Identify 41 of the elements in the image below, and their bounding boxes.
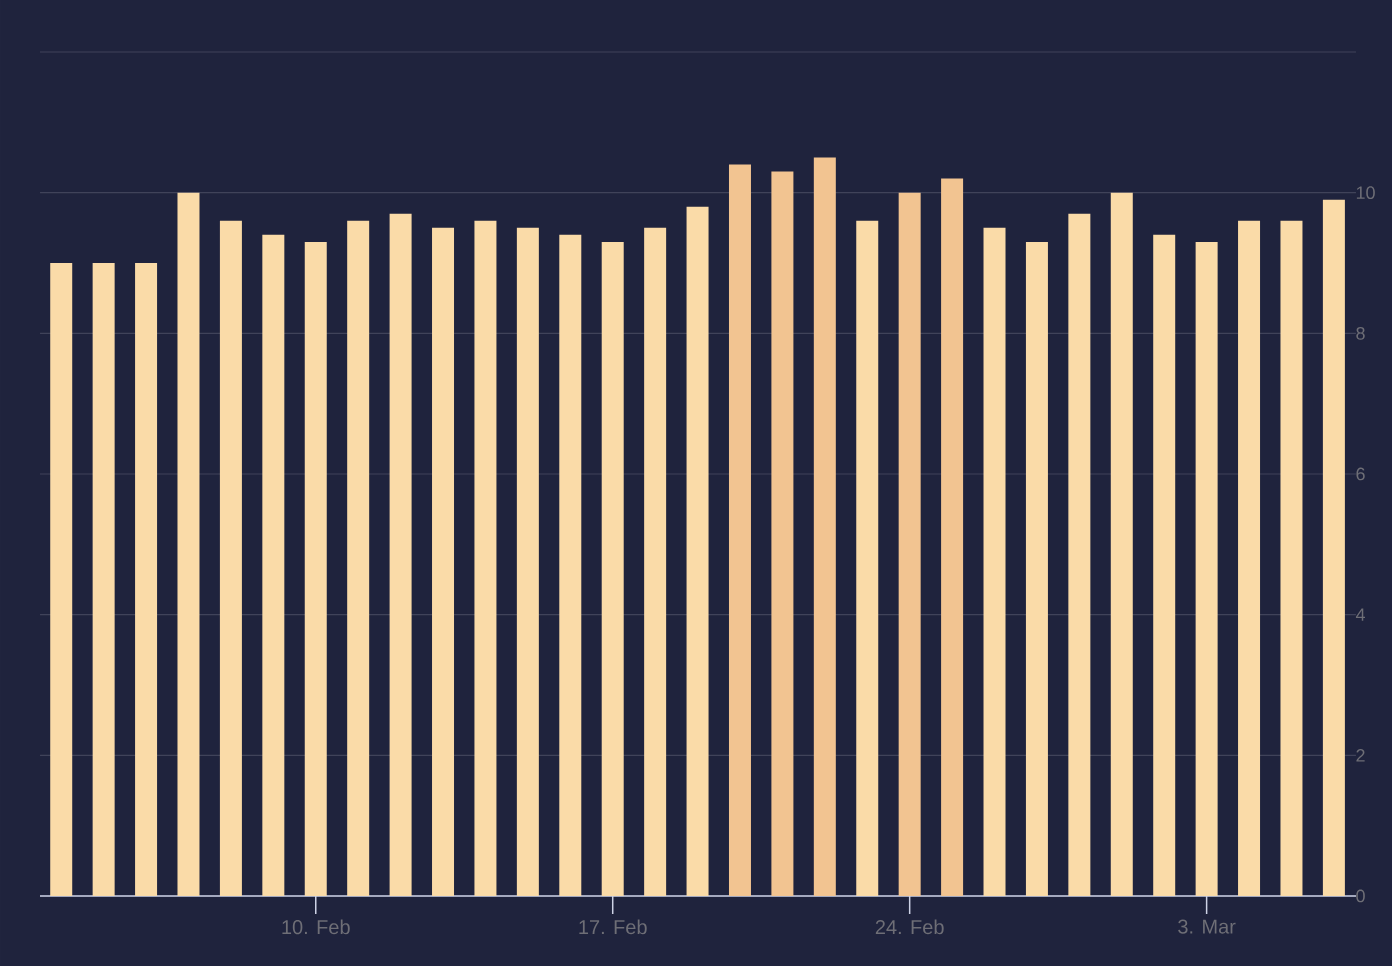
y-tick-label: 0 bbox=[1356, 889, 1365, 903]
bar bbox=[219, 220, 242, 896]
bar bbox=[601, 241, 624, 896]
bar bbox=[728, 164, 751, 896]
bar bbox=[389, 213, 412, 896]
bar bbox=[177, 192, 200, 896]
bar bbox=[644, 227, 667, 896]
y-tick-label: 4 bbox=[1355, 608, 1366, 621]
bar bbox=[50, 262, 73, 896]
bar bbox=[559, 234, 582, 896]
bar bbox=[1025, 241, 1048, 896]
bar bbox=[135, 262, 158, 896]
y-tick-label: 10 bbox=[1356, 186, 1375, 200]
bar bbox=[516, 227, 539, 896]
x-tick-label: 24. Feb bbox=[875, 919, 944, 935]
bar bbox=[1068, 213, 1091, 896]
bar bbox=[262, 234, 285, 896]
bar bbox=[1195, 241, 1218, 896]
bar bbox=[1322, 199, 1345, 896]
bar bbox=[813, 157, 836, 896]
bar bbox=[686, 206, 709, 896]
bar bbox=[983, 227, 1006, 896]
bar bbox=[941, 178, 964, 896]
y-tick-label: 6 bbox=[1356, 467, 1365, 481]
bar bbox=[432, 227, 455, 896]
bar bbox=[1153, 234, 1176, 896]
bar bbox=[1110, 192, 1133, 896]
x-tick-label: 3. Mar bbox=[1178, 919, 1236, 934]
bar bbox=[1238, 220, 1261, 896]
bar bbox=[898, 192, 921, 896]
x-tick-label: 17. Feb bbox=[579, 919, 647, 935]
x-tick-label: 10. Feb bbox=[282, 919, 350, 935]
y-tick-label: 8 bbox=[1356, 326, 1365, 340]
bar bbox=[304, 241, 327, 896]
bar bbox=[92, 262, 115, 896]
bar bbox=[771, 171, 794, 896]
bar bbox=[1280, 220, 1303, 896]
bar bbox=[474, 220, 497, 896]
bar bbox=[856, 220, 879, 896]
y-tick-label: 2 bbox=[1356, 749, 1365, 762]
bar bbox=[347, 220, 370, 896]
